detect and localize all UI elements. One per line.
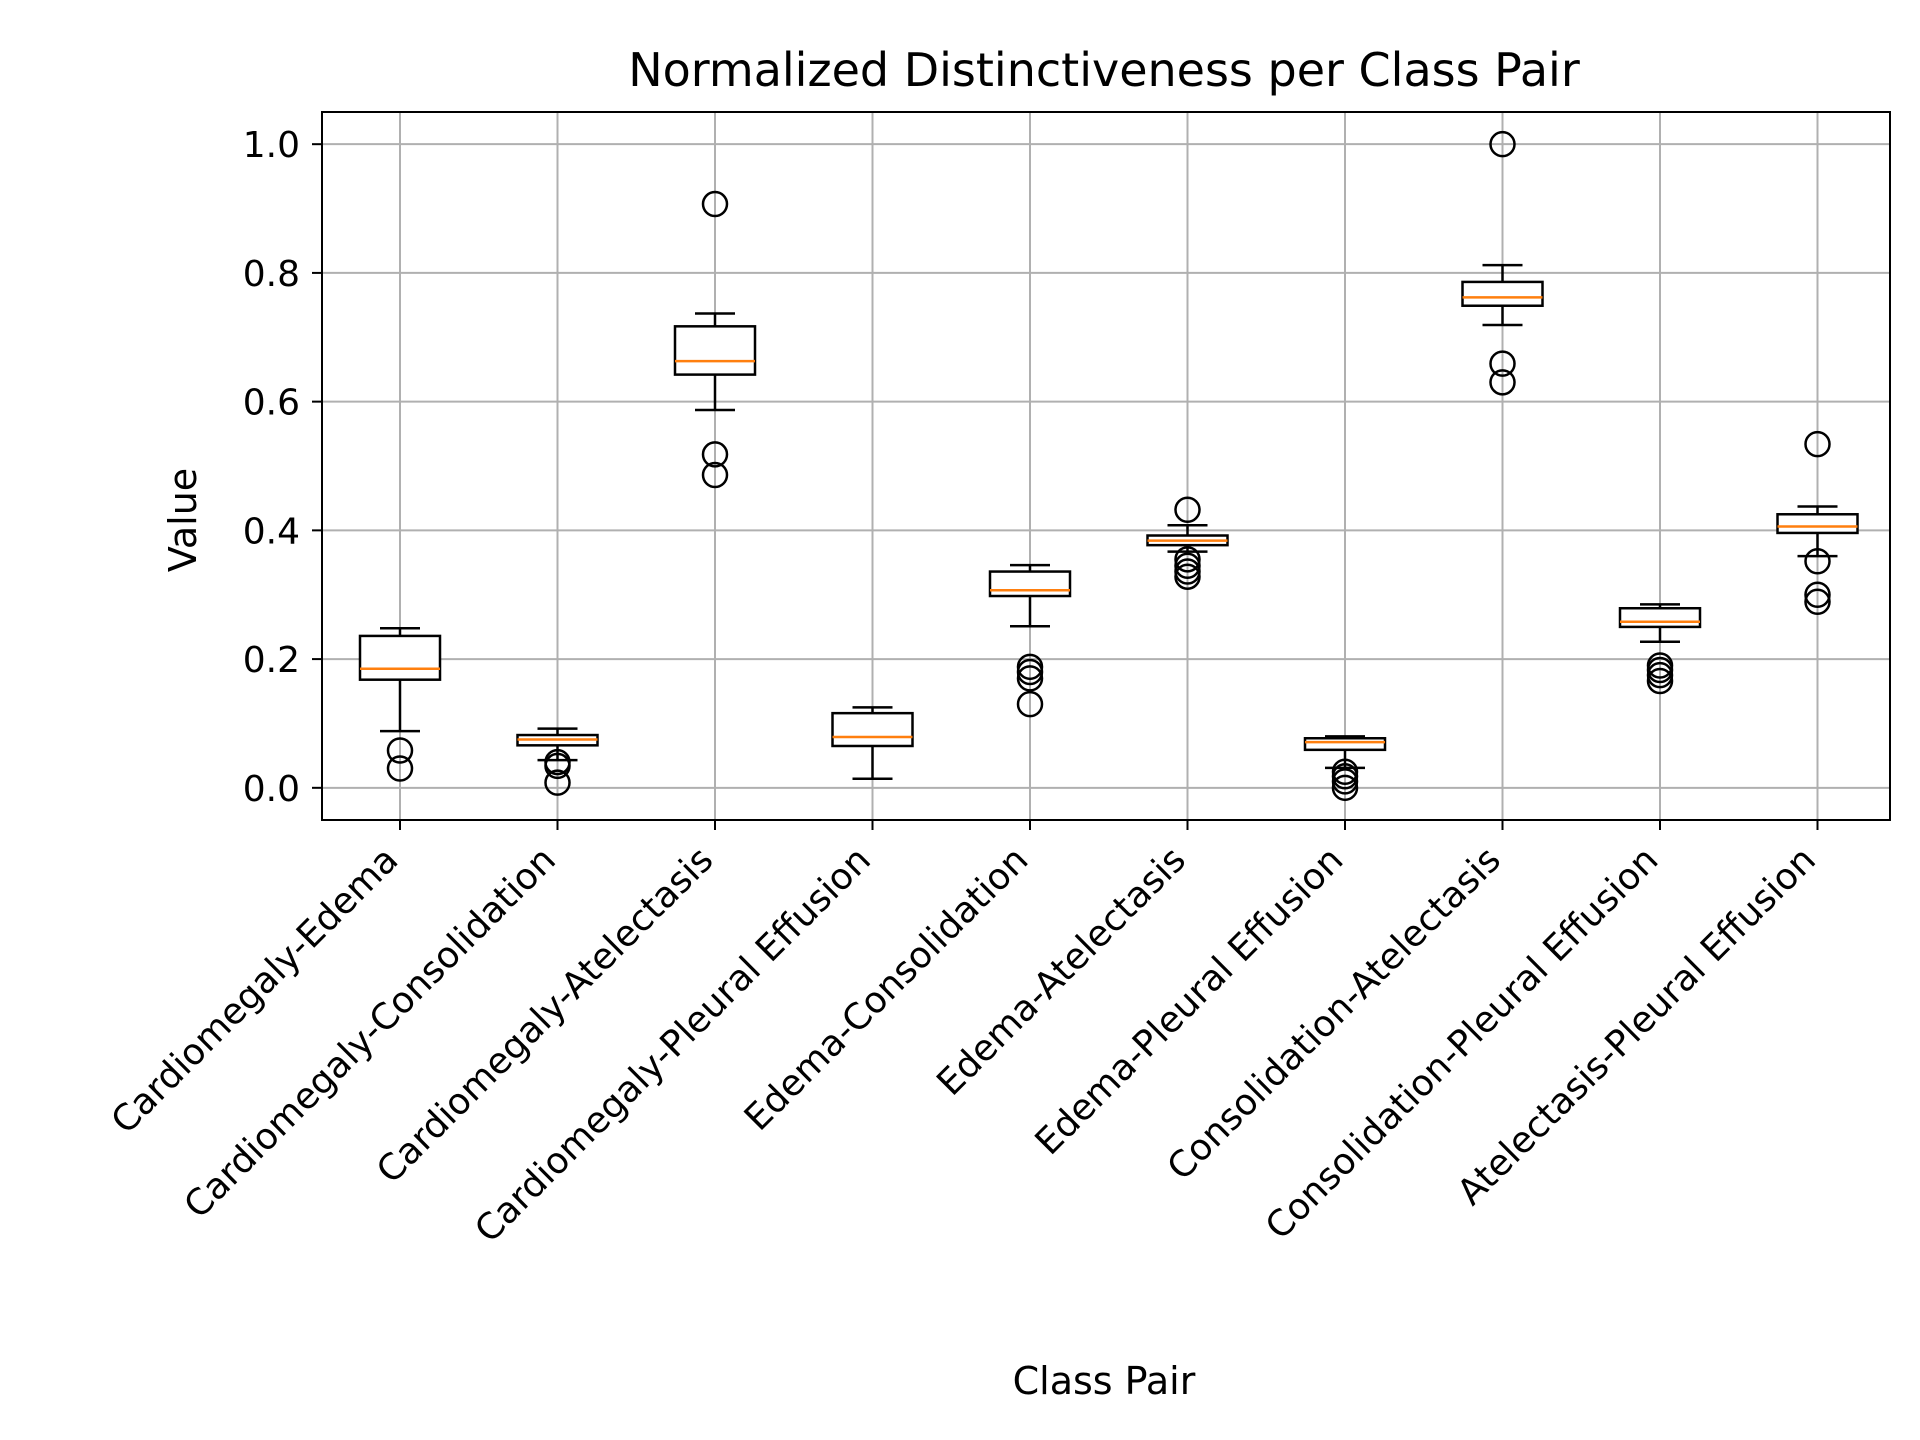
y-tick-label: 0.2 [243, 640, 300, 681]
outlier-point [1804, 581, 1831, 608]
x-tick-label: Edema-Pleural Effusion [1028, 839, 1352, 1163]
outlier-point [1016, 658, 1044, 686]
outlier-point [1331, 768, 1359, 795]
box-group [1776, 430, 1859, 616]
box-group [1303, 735, 1387, 802]
outlier-point [1016, 690, 1044, 718]
x-tick-label: Edema-Consolidation [737, 839, 1036, 1138]
box-group [516, 727, 599, 796]
outlier-point [544, 752, 571, 780]
box-group [988, 563, 1072, 718]
box-group [831, 706, 914, 781]
outlier-point [701, 461, 729, 489]
box [988, 570, 1072, 598]
outlier-point [1016, 665, 1044, 692]
axes: 0.0 0.2 0.4 0.6 0.8 1.0 Cardiomegaly-EdemaCard… [104, 125, 1824, 1251]
outlier-point [701, 190, 729, 218]
outlier-point [1174, 496, 1201, 524]
box [358, 634, 442, 681]
y-tick-label: 0.4 [243, 511, 300, 552]
box [1461, 280, 1544, 307]
x-tick-label: Cardiomegaly-Atelectasis [369, 839, 721, 1191]
outlier-point [386, 755, 414, 782]
box [1776, 513, 1859, 535]
y-tick-label: 1.0 [243, 125, 300, 166]
y-axis-label: Value [161, 468, 205, 572]
y-tick-label: 0.6 [243, 383, 300, 424]
y-tick-label: 0.8 [243, 254, 300, 295]
chart-title: Normalized Distinctiveness per Class Pai… [628, 43, 1580, 97]
box-group [1618, 603, 1702, 695]
outlier-point [1174, 552, 1201, 580]
outlier-point [1331, 774, 1359, 802]
box-group [358, 626, 442, 782]
grid-lines [322, 112, 1890, 820]
outlier-point [386, 737, 414, 764]
outlier-point [1804, 548, 1831, 575]
plot-area [358, 130, 1859, 802]
box-group [673, 190, 757, 489]
outlier-point [1804, 588, 1831, 616]
outlier-point [1489, 350, 1516, 377]
outlier-point [1489, 369, 1516, 396]
box [1618, 606, 1702, 629]
outlier-point [544, 769, 571, 796]
box [673, 325, 757, 376]
outlier-point [1804, 430, 1831, 458]
outlier-point [1174, 563, 1201, 590]
box [1303, 737, 1387, 752]
box [831, 711, 914, 748]
box-group [1461, 130, 1544, 396]
outlier-point [1489, 130, 1516, 158]
outlier-point [701, 441, 729, 468]
box-group [1146, 496, 1229, 590]
outlier-point [1646, 667, 1674, 695]
y-tick-label: 0.0 [243, 769, 300, 810]
x-axis-label: Class Pair [1013, 1359, 1196, 1403]
outlier-point [1174, 546, 1201, 573]
x-tick-label: Consolidation-Atelectasis [1160, 839, 1509, 1188]
outlier-point [1646, 661, 1674, 689]
plot-frame [321, 111, 1891, 821]
x-tick-label: Cardiomegaly-Edema [104, 839, 407, 1142]
